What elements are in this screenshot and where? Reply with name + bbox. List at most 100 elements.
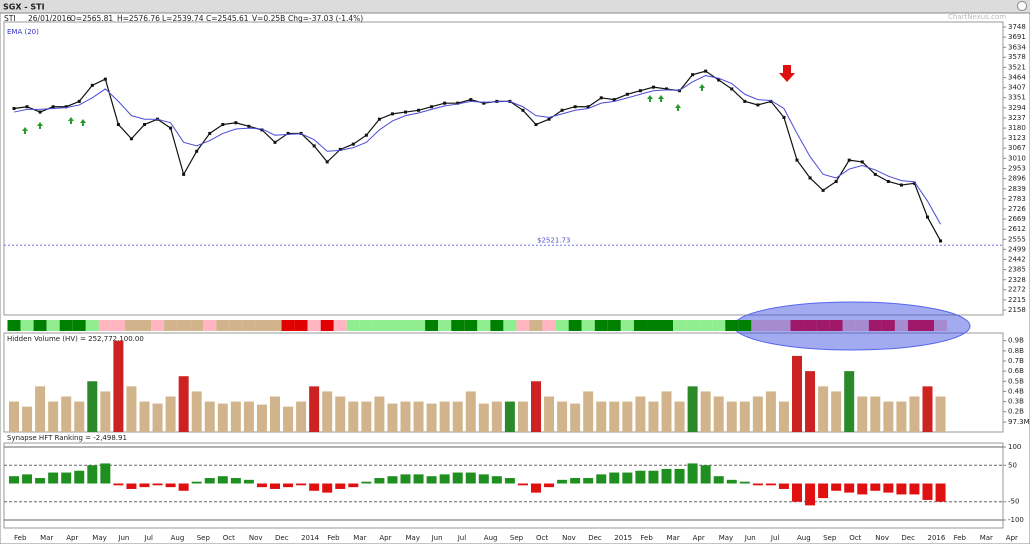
x-tick-label: Feb [954, 534, 967, 542]
x-tick-label: Feb [327, 534, 340, 542]
candle [730, 87, 734, 91]
signal-band [151, 320, 165, 331]
x-tick-label: Sep [510, 534, 524, 542]
candle [834, 179, 838, 183]
signal-band [320, 320, 334, 331]
volume-bar [635, 396, 646, 432]
hft-bar [700, 465, 711, 484]
volume-bar [870, 396, 881, 432]
volume-bar [100, 391, 111, 432]
hft-bar [909, 483, 920, 495]
hft-bar [35, 478, 46, 484]
hft-bar [687, 463, 698, 484]
candle [808, 176, 812, 180]
signal-band [777, 320, 791, 331]
volume-bar [400, 401, 411, 432]
candle [482, 101, 486, 105]
volume-bar [648, 401, 659, 432]
candle [560, 108, 564, 112]
info-item: 26/01/2016 [28, 14, 71, 23]
legend-label: EMA (20) [7, 28, 39, 36]
volume-bar [622, 401, 633, 432]
volume-bar [726, 401, 737, 432]
signal-band [490, 320, 504, 331]
signal-band [699, 320, 713, 331]
hft-bar [348, 483, 359, 488]
signal-band [399, 320, 413, 331]
sell-arrow [779, 65, 795, 82]
candle [195, 149, 199, 153]
signal-band [829, 320, 843, 331]
x-tick-label: Nov [249, 534, 263, 542]
y-tick-label: 2215 [1008, 296, 1026, 304]
signal-band [385, 320, 399, 331]
volume-bar [896, 401, 907, 432]
x-tick-label: Mar [980, 534, 993, 542]
hft-bar [818, 483, 829, 499]
candle [38, 110, 42, 114]
x-tick-label: Jul [770, 534, 780, 542]
hft-bar [283, 483, 294, 488]
signal-band [712, 320, 726, 331]
signal-band [673, 320, 687, 331]
signal-band [477, 320, 491, 331]
candle [899, 183, 903, 187]
info-item: STI [4, 14, 16, 23]
candle [795, 158, 799, 162]
signal-band [372, 320, 386, 331]
y-tick-label: 2158 [1008, 306, 1026, 314]
hft-bar [61, 472, 72, 484]
y-tick-label: 3407 [1008, 84, 1026, 92]
volume-bar [700, 391, 711, 432]
hft-bar [87, 465, 98, 484]
volume-bar [61, 396, 72, 432]
signal-band [764, 320, 778, 331]
candle [260, 128, 264, 132]
signal-band [190, 320, 204, 331]
y-tick-label: 2385 [1008, 266, 1026, 274]
signal-band [907, 320, 921, 331]
candle [377, 117, 381, 121]
signal-band [124, 320, 138, 331]
candle [691, 73, 695, 77]
x-tick-label: Apr [66, 534, 78, 542]
volume-bar [883, 401, 894, 432]
x-tick-label: Dec [588, 534, 602, 542]
candle [77, 99, 81, 103]
hft-bar [557, 479, 568, 484]
signal-band [59, 320, 73, 331]
hft-bar [713, 476, 724, 484]
x-tick-label: Aug [484, 534, 498, 542]
x-tick-label: Aug [797, 534, 811, 542]
y-tick-label: 3237 [1008, 114, 1026, 122]
signal-band [203, 320, 217, 331]
candle [743, 99, 747, 103]
signal-band [751, 320, 765, 331]
y-tick-label: 3180 [1008, 124, 1026, 132]
hft-bar [126, 483, 137, 489]
hft-bar [452, 472, 463, 484]
hft-bar [100, 463, 111, 484]
close-button[interactable] [1017, 1, 1027, 11]
volume-bar [531, 381, 541, 432]
signal-band [255, 320, 269, 331]
hft-bar [374, 478, 385, 484]
y-tick-label: 2612 [1008, 225, 1026, 233]
x-tick-label: May [406, 534, 420, 542]
hft-bar [322, 483, 333, 493]
volume-bar [739, 401, 750, 432]
x-tick-label: 2016 [928, 534, 946, 542]
signal-band [816, 320, 830, 331]
candle [586, 105, 590, 109]
volume-bar [48, 401, 59, 432]
hft-bar [765, 483, 776, 486]
ema-line [13, 75, 941, 225]
candle [769, 99, 773, 103]
volume-bar [491, 401, 502, 432]
volume-bar [335, 396, 346, 432]
candle [221, 123, 225, 127]
signal-band [503, 320, 517, 331]
hft-bar [9, 476, 19, 484]
volume-bar [113, 340, 124, 432]
